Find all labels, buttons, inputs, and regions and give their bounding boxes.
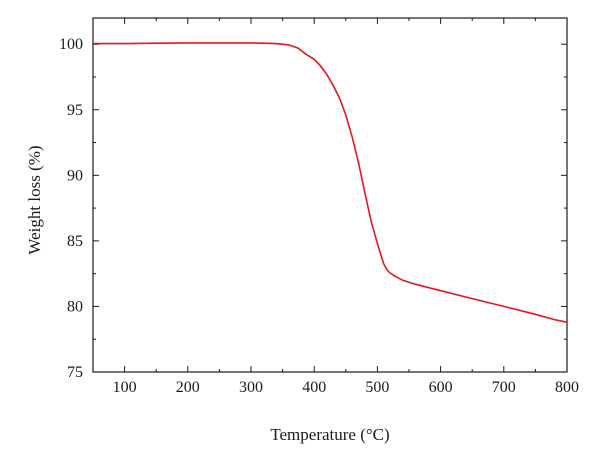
y-tick-label: 90 (67, 167, 83, 184)
x-tick-label: 600 (429, 379, 453, 396)
y-tick-label: 75 (67, 364, 83, 381)
y-axis: 75 80 85 90 95 100 (59, 36, 567, 381)
x-tick-label: 100 (113, 379, 137, 396)
x-tick-label: 800 (555, 379, 579, 396)
y-axis-title: Weight loss (%) (25, 145, 44, 254)
series-line-0 (93, 42, 568, 323)
x-axis-title: Temperature (°C) (270, 425, 389, 444)
x-tick-label: 700 (492, 379, 516, 396)
x-tick-label: 300 (239, 379, 263, 396)
x-tick-label: 400 (302, 379, 326, 396)
plot-frame (92, 17, 568, 373)
y-tick-label: 100 (59, 36, 83, 53)
x-tick-label: 500 (365, 379, 389, 396)
y-tick-label: 85 (67, 233, 83, 250)
series-layer (93, 42, 568, 323)
x-tick-label: 200 (176, 379, 200, 396)
y-tick-label: 80 (67, 298, 83, 315)
x-axis: 100 200 300 400 500 600 700 800 (113, 18, 579, 396)
y-tick-label: 95 (67, 102, 83, 119)
plot-border (92, 17, 568, 373)
